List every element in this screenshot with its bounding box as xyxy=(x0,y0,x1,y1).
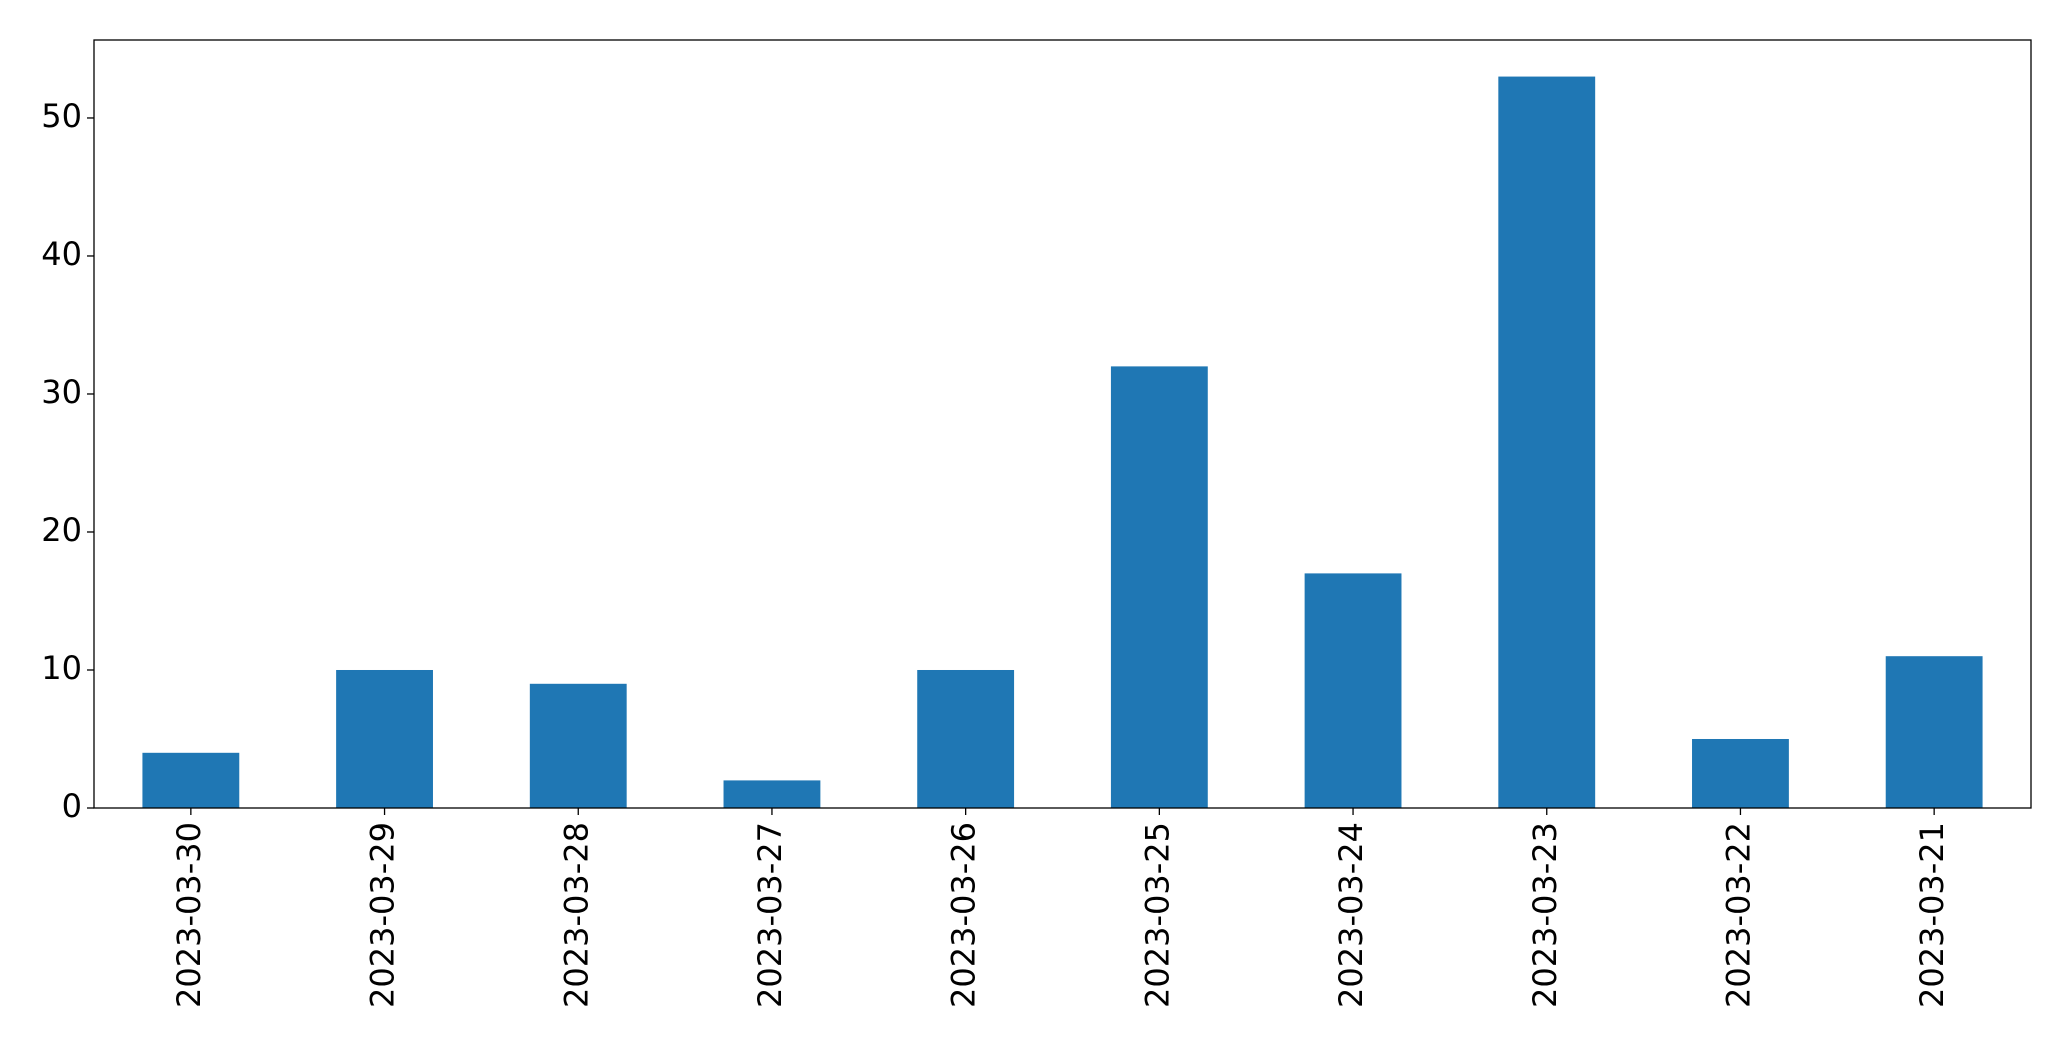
x-tick-label: 2023-03-25 xyxy=(1138,822,1176,1008)
bar xyxy=(1110,366,1208,808)
x-tick-label: 2023-03-22 xyxy=(1719,822,1757,1008)
y-tick-label: 40 xyxy=(41,235,82,273)
bar xyxy=(142,752,240,808)
x-tick-label: 2023-03-23 xyxy=(1526,822,1564,1008)
x-tick-label: 2023-03-24 xyxy=(1332,822,1370,1008)
y-tick-label: 20 xyxy=(41,511,82,549)
bar xyxy=(1498,76,1596,809)
bar xyxy=(1304,573,1402,808)
x-tick-label: 2023-03-30 xyxy=(170,822,208,1008)
bar xyxy=(336,669,433,808)
bar xyxy=(1885,656,1983,808)
x-tick-label: 2023-03-27 xyxy=(751,822,789,1008)
bar xyxy=(1692,738,1789,808)
x-tick-label: 2023-03-26 xyxy=(945,822,983,1008)
y-tick-label: 10 xyxy=(41,649,82,687)
y-tick-label: 50 xyxy=(41,97,82,135)
bar xyxy=(917,669,1015,808)
y-tick-label: 0 xyxy=(62,787,82,825)
x-tick-label: 2023-03-29 xyxy=(364,822,402,1008)
bar xyxy=(529,683,627,808)
bar xyxy=(723,780,821,808)
axes-frame xyxy=(93,39,2032,809)
y-tick-label: 30 xyxy=(41,373,82,411)
x-tick-label: 2023-03-21 xyxy=(1913,822,1951,1008)
x-tick-label: 2023-03-28 xyxy=(557,822,595,1008)
